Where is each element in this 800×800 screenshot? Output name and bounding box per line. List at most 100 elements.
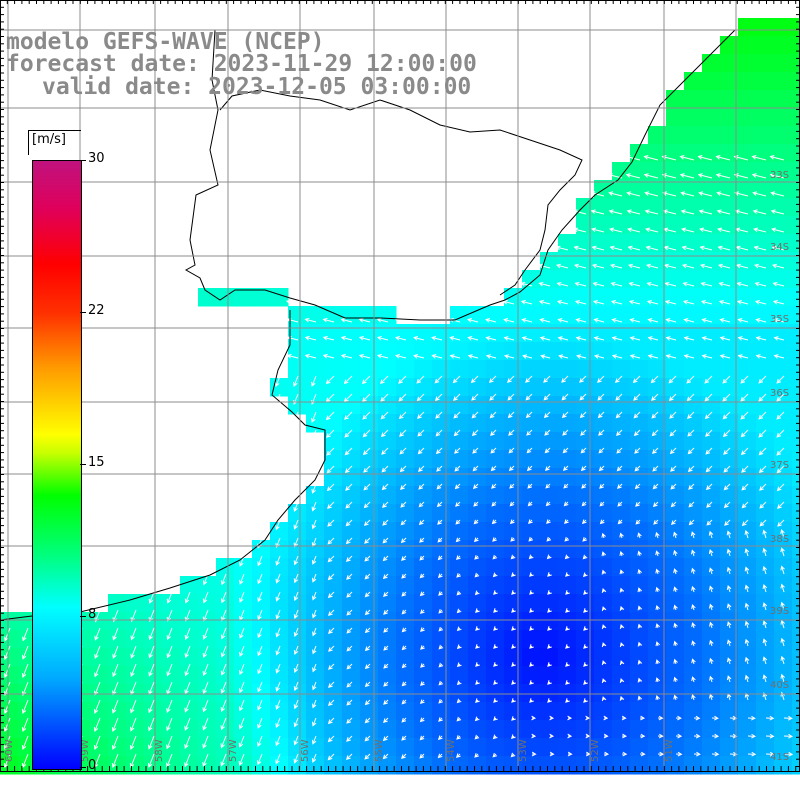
wind-cell [576, 504, 595, 523]
wind-arrow [398, 393, 407, 402]
wind-cell [414, 738, 433, 757]
wind-cell [360, 666, 379, 685]
wind-cell [252, 540, 271, 559]
wind-cell [648, 504, 667, 523]
wind-cell [468, 720, 487, 739]
wind-arrow [257, 717, 263, 729]
wind-cell [342, 540, 361, 559]
wind-cell [234, 738, 253, 757]
wind-arrow [363, 483, 371, 491]
wind-cell [630, 450, 649, 469]
wind-arrow [364, 663, 371, 670]
wind-cell [648, 720, 667, 739]
wind-arrow [239, 573, 245, 585]
wind-arrow [400, 519, 407, 526]
wind-arrow [673, 568, 678, 575]
wind-cell [522, 738, 541, 757]
wind-cell [774, 738, 793, 757]
wind-arrow [697, 173, 713, 179]
wind-cell [720, 702, 739, 721]
wind-cell [540, 720, 559, 739]
wind-cell [18, 630, 37, 649]
wind-cell [162, 666, 181, 685]
wind-cell [720, 576, 739, 595]
wind-arrow [543, 411, 551, 419]
wind-cell [612, 324, 631, 343]
wind-cell [702, 54, 721, 73]
wind-cell [414, 414, 433, 433]
wind-arrow [547, 698, 552, 703]
wind-arrow [773, 354, 785, 359]
wind-cell [378, 378, 397, 397]
wind-arrow [456, 644, 462, 650]
wind-cell [684, 468, 703, 487]
wind-arrow [580, 429, 587, 436]
wind-arrow [527, 483, 533, 489]
wind-cell [324, 594, 343, 613]
wind-arrow [647, 318, 659, 323]
wind-arrow [3, 753, 11, 768]
wind-arrow [148, 717, 155, 732]
wind-arrow [93, 735, 101, 750]
wind-arrow [601, 569, 607, 575]
wind-arrow [184, 735, 191, 750]
wind-cell [450, 576, 469, 595]
wind-arrow [257, 645, 263, 657]
wind-arrow [275, 645, 281, 656]
wind-arrow [416, 375, 425, 384]
wind-cell [630, 612, 649, 631]
wind-arrow [327, 609, 335, 617]
wind-cell [540, 540, 559, 559]
wind-arrow [449, 336, 461, 341]
wind-arrow [312, 699, 317, 709]
wind-cell [360, 684, 379, 703]
wind-cell [414, 666, 433, 685]
wind-cell [324, 540, 343, 559]
wind-arrow [383, 663, 389, 669]
wind-arrow [736, 299, 749, 305]
wind-cell [396, 648, 415, 667]
wind-cell [756, 144, 775, 163]
wind-cell [612, 684, 631, 703]
wind-arrow [435, 447, 443, 455]
wind-cell [540, 342, 559, 361]
wind-cell [396, 486, 415, 505]
wind-cell [558, 396, 577, 415]
wind-cell [522, 288, 541, 307]
wind-arrow [492, 572, 498, 578]
wind-arrow [293, 609, 299, 620]
wind-cell [684, 144, 703, 163]
wind-cell [720, 612, 739, 631]
wind-arrow [21, 681, 29, 696]
wind-arrow [21, 717, 29, 732]
longitude-label: 60W [4, 739, 15, 762]
wind-cell [126, 594, 145, 613]
wind-cell [396, 378, 415, 397]
wind-cell [702, 234, 721, 253]
wind-arrow [547, 590, 552, 595]
wind-cell [666, 90, 685, 109]
latitude-label: 41S [770, 752, 789, 763]
wind-arrow [614, 375, 623, 384]
wind-cell [720, 594, 739, 613]
wind-cell [522, 666, 541, 685]
wind-cell [558, 486, 577, 505]
wind-cell [792, 432, 800, 451]
wind-arrow [680, 191, 695, 197]
wind-arrow [438, 698, 444, 704]
wind-cell [612, 468, 631, 487]
wind-arrow [546, 519, 551, 524]
wind-arrow [312, 627, 317, 637]
wind-arrow [609, 227, 623, 233]
wind-cell [630, 738, 649, 757]
wind-cell [684, 342, 703, 361]
wind-cell [738, 126, 757, 145]
wind-arrow [383, 681, 389, 687]
wind-cell [684, 306, 703, 325]
wind-cell [486, 504, 505, 523]
wind-cell [342, 378, 361, 397]
wind-cell [720, 126, 739, 145]
wind-cell [360, 702, 379, 721]
wind-cell [684, 378, 703, 397]
wind-arrow [364, 591, 371, 598]
